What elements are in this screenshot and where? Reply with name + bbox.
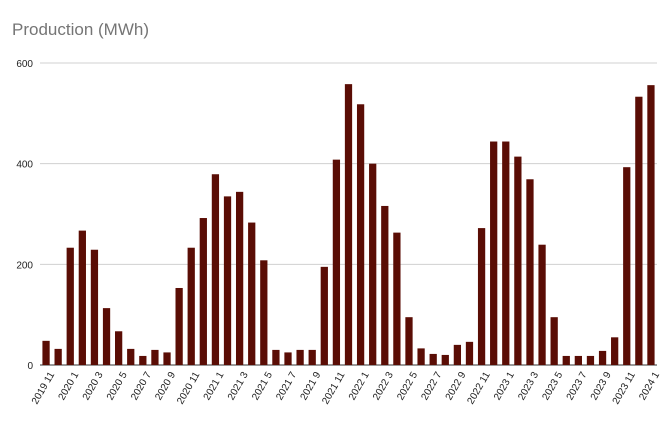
bar-2021-10 xyxy=(320,266,328,365)
bar-2023-2 xyxy=(514,156,522,365)
bar-2021-3 xyxy=(235,191,244,365)
x-tick-label: 2022 5 xyxy=(395,370,420,402)
x-tick-label: 2023 11 xyxy=(611,370,638,407)
bar-2022-6 xyxy=(417,348,425,365)
y-tick-label: 600 xyxy=(16,59,33,70)
bar-2023-4 xyxy=(538,244,546,365)
chart-title: Production (MWh) xyxy=(12,20,149,39)
bar-2023-10 xyxy=(611,337,619,365)
bar-2020-10 xyxy=(175,287,183,365)
bar-2022-4 xyxy=(393,232,401,365)
bar-2021-6 xyxy=(272,349,280,365)
bar-2020-12 xyxy=(199,218,207,365)
bar-2023-1 xyxy=(502,141,510,365)
bar-2020-11 xyxy=(187,247,195,365)
bar-2022-3 xyxy=(381,205,389,365)
x-tick-label: 2023 7 xyxy=(565,370,590,402)
y-tick-label: 400 xyxy=(16,160,33,171)
bar-2019-12 xyxy=(54,348,62,365)
bar-2022-10 xyxy=(465,341,474,365)
bar-2023-7 xyxy=(574,355,582,365)
bar-2023-8 xyxy=(586,355,595,365)
x-tick-label: 2020 1 xyxy=(57,370,82,402)
bar-2020-9 xyxy=(163,352,171,365)
x-tick-label: 2021 7 xyxy=(274,370,299,402)
bars xyxy=(42,84,655,366)
x-tick-label: 2021 11 xyxy=(320,370,347,407)
bar-2021-2 xyxy=(223,196,232,365)
bar-2021-8 xyxy=(296,349,304,365)
bar-2021-7 xyxy=(284,352,292,365)
x-tick-label: 2023 9 xyxy=(589,370,614,402)
y-tick-label: 200 xyxy=(16,260,33,271)
y-tick-label: 0 xyxy=(27,361,33,372)
bar-2023-5 xyxy=(550,317,558,365)
x-tick-label: 2023 1 xyxy=(492,370,517,402)
bar-2019-11 xyxy=(42,340,50,365)
bar-2021-9 xyxy=(308,349,316,365)
x-tick-label: 2021 1 xyxy=(202,370,227,402)
bar-2022-1 xyxy=(356,104,365,366)
bar-2022-2 xyxy=(369,163,377,365)
bar-2022-9 xyxy=(453,344,462,365)
x-tick-label: 2024 1 xyxy=(637,370,662,402)
x-tick-label: 2020 9 xyxy=(153,370,178,402)
bar-2020-6 xyxy=(127,348,135,365)
bar-2021-1 xyxy=(211,174,220,365)
bar-2023-11 xyxy=(623,167,631,365)
bar-2022-5 xyxy=(405,317,413,365)
x-tick-label: 2023 3 xyxy=(516,370,541,402)
bar-2021-11 xyxy=(332,159,341,365)
bar-2023-9 xyxy=(598,350,607,365)
bar-2021-12 xyxy=(344,84,353,365)
bar-2020-5 xyxy=(115,331,123,365)
y-tick-labels: 0 200 400 600 xyxy=(16,59,33,372)
x-tick-label: 2020 7 xyxy=(129,370,154,402)
x-tick-label: 2022 9 xyxy=(444,370,469,402)
x-tick-label: 2022 7 xyxy=(420,370,445,402)
x-tick-label: 2021 5 xyxy=(250,370,275,402)
bar-2020-7 xyxy=(139,355,147,365)
x-tick-label: 2022 11 xyxy=(465,370,492,407)
bar-2022-12 xyxy=(490,141,498,365)
bar-2020-1 xyxy=(66,247,74,365)
bar-2023-6 xyxy=(562,355,570,365)
x-tick-label: 2021 9 xyxy=(299,370,324,402)
bar-2021-4 xyxy=(248,222,256,365)
x-tick-label: 2020 3 xyxy=(81,370,106,402)
x-tick-label: 2020 5 xyxy=(105,370,130,402)
x-tick-label: 2020 11 xyxy=(175,370,202,407)
bar-2020-3 xyxy=(90,249,99,365)
bar-2022-11 xyxy=(477,228,486,365)
bar-2020-8 xyxy=(151,349,159,365)
bar-2020-2 xyxy=(78,230,86,365)
x-tick-label: 2019 11 xyxy=(30,370,57,407)
x-tick-label: 2021 3 xyxy=(226,370,251,402)
bar-2022-7 xyxy=(429,353,437,365)
x-tick-labels: 2019 11 2020 1 2020 3 2020 5 2020 7 2020 9202… xyxy=(30,370,662,407)
x-tick-label: 2023 5 xyxy=(540,370,565,402)
bar-2023-12 xyxy=(635,96,643,366)
bar-2024-1 xyxy=(647,85,655,365)
bar-2021-5 xyxy=(260,260,268,365)
bar-2022-8 xyxy=(441,354,449,365)
x-tick-label: 2022 1 xyxy=(347,370,372,402)
x-tick-label: 2022 3 xyxy=(371,370,396,402)
bar-2020-4 xyxy=(102,308,111,365)
bar-2023-3 xyxy=(526,179,534,365)
